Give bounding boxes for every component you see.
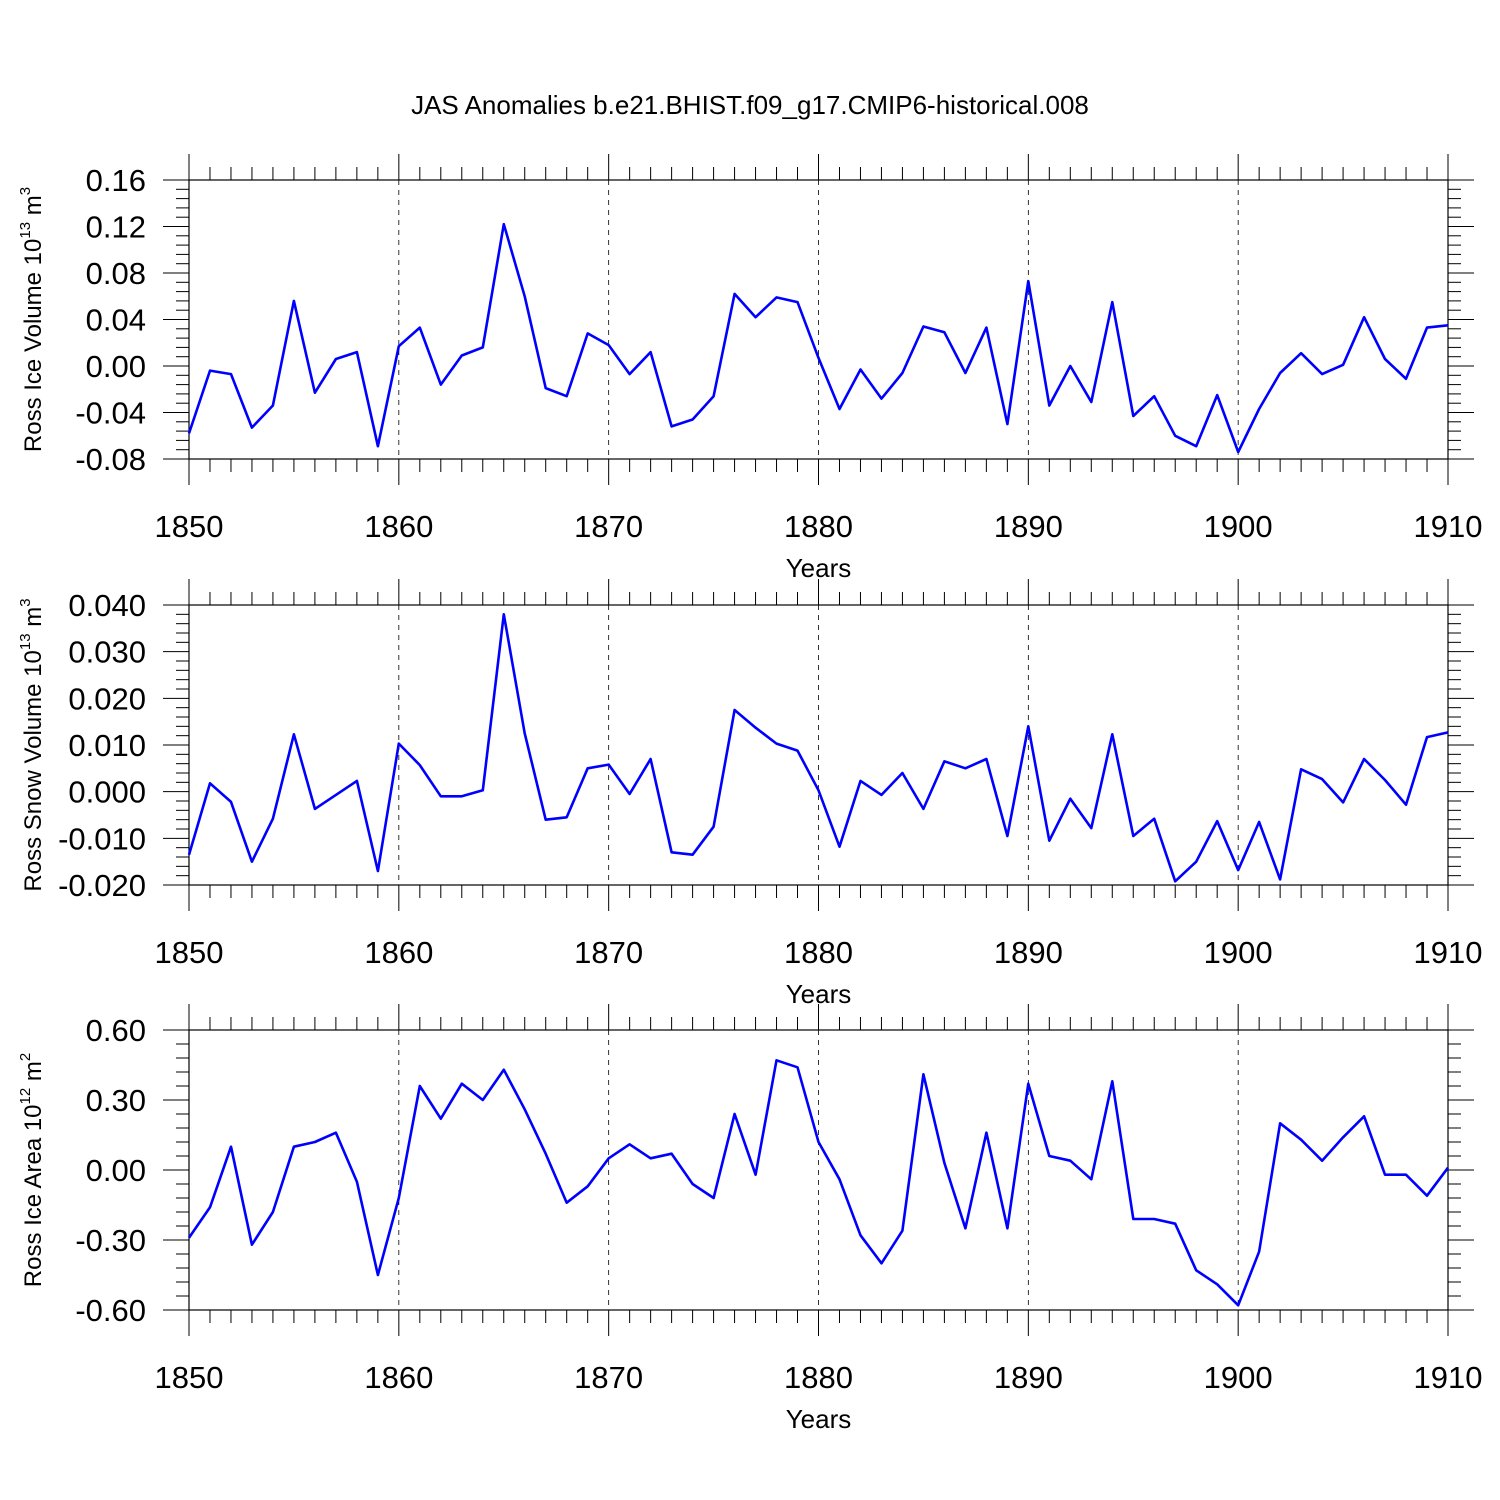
x-tick-label: 1900 [1204, 1360, 1273, 1395]
x-tick-label: 1900 [1204, 935, 1273, 970]
x-tick-label: 1850 [155, 509, 224, 544]
y-tick-label: 0.16 [86, 163, 146, 198]
y-tick-label: 0.00 [86, 1153, 146, 1188]
x-tick-label: 1890 [994, 509, 1063, 544]
x-axis-label: Years [786, 1404, 852, 1434]
y-tick-label: 0.030 [68, 635, 146, 670]
y-tick-label: -0.08 [75, 442, 146, 477]
x-tick-label: 1850 [155, 935, 224, 970]
series-line [187, 612, 1449, 883]
y-tick-label: -0.30 [75, 1223, 146, 1258]
x-tick-label: 1870 [574, 509, 643, 544]
x-tick-label: 1880 [784, 509, 853, 544]
x-tick-label: 1870 [574, 935, 643, 970]
x-tick-label: 1890 [994, 1360, 1063, 1395]
x-tick-label: 1900 [1204, 509, 1273, 544]
y-tick-label: 0.08 [86, 256, 146, 291]
x-tick-label: 1910 [1414, 509, 1483, 544]
y-tick-label: 0.00 [86, 349, 146, 384]
x-tick-label: 1860 [364, 935, 433, 970]
y-tick-label: 0.30 [86, 1083, 146, 1118]
y-tick-label: -0.020 [58, 868, 146, 903]
y-tick-label: 0.60 [86, 1013, 146, 1048]
x-tick-label: 1860 [364, 1360, 433, 1395]
x-tick-label: 1860 [364, 509, 433, 544]
y-axis-label: Ross Snow Volume 1013 m3 [17, 598, 47, 891]
y-tick-label: 0.020 [68, 681, 146, 716]
figure-title: JAS Anomalies b.e21.BHIST.f09_g17.CMIP6-… [411, 90, 1089, 120]
y-tick-label: -0.010 [58, 821, 146, 856]
x-tick-label: 1880 [784, 935, 853, 970]
y-axis-label: Ross Ice Volume 1013 m3 [17, 187, 47, 452]
x-tick-label: 1890 [994, 935, 1063, 970]
ice-area-panel: -0.60 -0.30 0.00 0.30 0.60 1850 1860 1870 1880 18… [17, 1004, 1482, 1434]
x-axis-label: Years [786, 553, 852, 583]
y-tick-label: 0.010 [68, 728, 146, 763]
y-tick-label: 0.040 [68, 588, 146, 623]
x-tick-label: 1850 [155, 1360, 224, 1395]
series-line [187, 222, 1449, 454]
y-axis-label: Ross Ice Area 1012 m2 [17, 1053, 47, 1287]
y-tick-label: 0.04 [86, 303, 146, 338]
snow-volume-panel: -0.020 -0.010 0.000 0.010 0.020 0.030 0.040 185… [17, 579, 1482, 1009]
series-line [187, 1059, 1450, 1307]
y-tick-label: 0.12 [86, 210, 146, 245]
ice-volume-panel: -0.08 -0.04 0.00 0.04 0.08 0.12 0.16 1850 1860 18… [17, 154, 1482, 583]
x-tick-label: 1910 [1414, 935, 1483, 970]
x-tick-label: 1880 [784, 1360, 853, 1395]
y-tick-label: -0.04 [75, 396, 146, 431]
x-tick-label: 1870 [574, 1360, 643, 1395]
x-tick-label: 1910 [1414, 1360, 1483, 1395]
y-tick-label: 0.000 [68, 775, 146, 810]
y-tick-label: -0.60 [75, 1293, 146, 1328]
